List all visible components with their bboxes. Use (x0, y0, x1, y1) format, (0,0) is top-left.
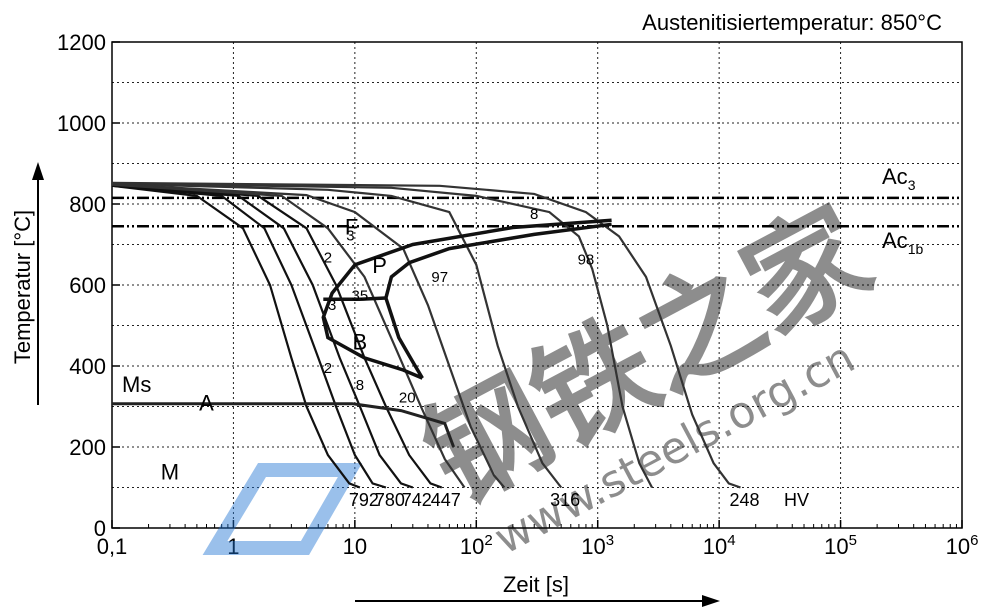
transformation-curve (321, 218, 612, 380)
annotation-label: 8 (356, 377, 364, 394)
hv-unit-label: HV (784, 490, 809, 510)
cooling-curve (111, 181, 741, 489)
x-tick-label: 105 (824, 532, 857, 559)
cooling-curve (111, 182, 563, 489)
hv-value-label: 780 (375, 490, 405, 510)
cooling-curve (111, 183, 506, 489)
y-tick-label: 0 (94, 516, 106, 541)
y-tick-label: 600 (69, 273, 106, 298)
region-label: F (345, 214, 358, 239)
reference-label: Ac3 (882, 164, 916, 193)
hv-value-label: 742 (402, 490, 432, 510)
axes: 0 200 400 600 800 1000 1200 0,1 1 10 102 103 104 105 1… (32, 30, 978, 607)
x-axis-arrowhead (702, 595, 720, 607)
annotation-label: 3 (346, 227, 354, 244)
x-tick-label: 103 (581, 532, 614, 559)
x-tick-label: 1 (227, 534, 239, 559)
y-tick-label: 800 (69, 192, 106, 217)
x-tick-label: 106 (946, 532, 979, 559)
annotation-label: 2 (324, 360, 332, 377)
hv-value-label: 447 (431, 490, 461, 510)
region-label: B (353, 330, 368, 355)
y-tick-label: 1000 (57, 111, 106, 136)
y-tick-label: 400 (69, 354, 106, 379)
x-tick-label: 0,1 (97, 534, 128, 559)
curves (111, 181, 962, 489)
hv-value-label: 792 (349, 490, 379, 510)
cooling-curve (111, 182, 653, 489)
x-axis-label: Zeit [s] (503, 572, 569, 597)
y-tick-label: 1200 (57, 30, 106, 55)
cooling-curve (111, 184, 361, 489)
y-axis-arrowhead (32, 162, 44, 180)
region-label: P (372, 253, 387, 278)
y-tick-label: 200 (69, 435, 106, 460)
watermark-logo-icon (202, 463, 363, 555)
region-label: A (199, 390, 214, 415)
hv-value-label: 316 (550, 490, 580, 510)
region-label: M (161, 459, 179, 484)
annotation-label: 2 (324, 250, 332, 267)
annotation-label: 8 (530, 206, 538, 223)
x-tick-label: 104 (703, 532, 736, 559)
y-axis-label: Temperatur [°C] (10, 210, 35, 364)
cooling-curve (111, 183, 443, 489)
annotation-label: 97 (431, 269, 448, 286)
cooling-curve (111, 184, 387, 489)
cooling-curve (111, 184, 414, 489)
reference-label: Ac1b (882, 228, 923, 257)
transformation-curve (384, 222, 612, 379)
x-tick-label: 10 (343, 534, 367, 559)
annotation-label: 35 (352, 287, 369, 304)
ms-line (112, 402, 456, 448)
cooling-curve (111, 183, 466, 489)
annotation-label: 3 (328, 297, 336, 314)
chart-title: Austenitisiertemperatur: 850°C (642, 10, 942, 35)
x-tick-label: 102 (460, 532, 493, 559)
hv-value-label: 248 (730, 490, 760, 510)
annotation-label: 98 (578, 252, 595, 269)
ms-label: Ms (122, 372, 151, 397)
grid-lines (112, 42, 962, 528)
annotation-label: 20 (399, 389, 416, 406)
transformation-curve (323, 296, 386, 301)
